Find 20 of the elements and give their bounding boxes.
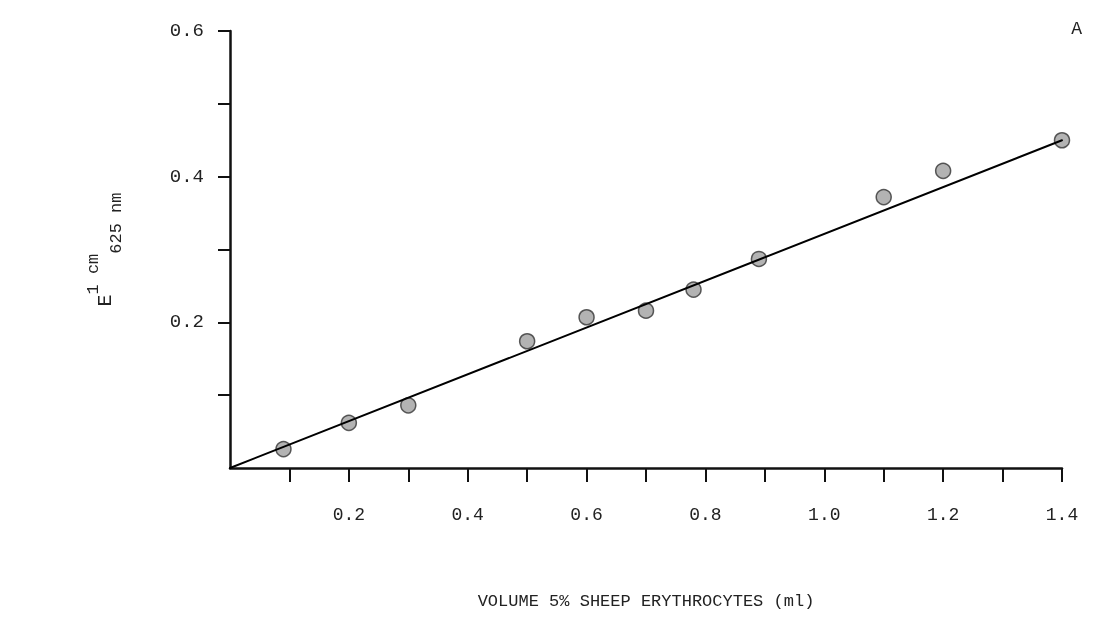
point [1053,132,1071,149]
point [400,397,417,414]
text: A [1071,19,1083,39]
point [875,188,892,206]
point [578,308,595,326]
point [518,333,536,350]
x-tick-label: 1.4 [1045,505,1079,525]
y-tick-label: 0.6 [169,20,204,42]
point [934,162,952,180]
x-axis-title: VOLUME 5% SHEEP ERYTHROCYTES (ml) [477,592,815,611]
x-tick-label: 0.6 [570,505,603,525]
x-tick-label: 0.2 [332,505,366,525]
y-tick-label: 0.2 [169,311,204,334]
x-tick-label: 0.4 [451,505,484,525]
x-tick-label: 1.0 [808,505,841,525]
point [637,302,655,319]
y-tick-label: 0.4 [169,165,204,188]
y-axis-title: E1 cm625 nm [84,192,126,307]
x-tick-label: 0.8 [689,505,722,525]
x-tick-label: 1.2 [926,505,960,525]
